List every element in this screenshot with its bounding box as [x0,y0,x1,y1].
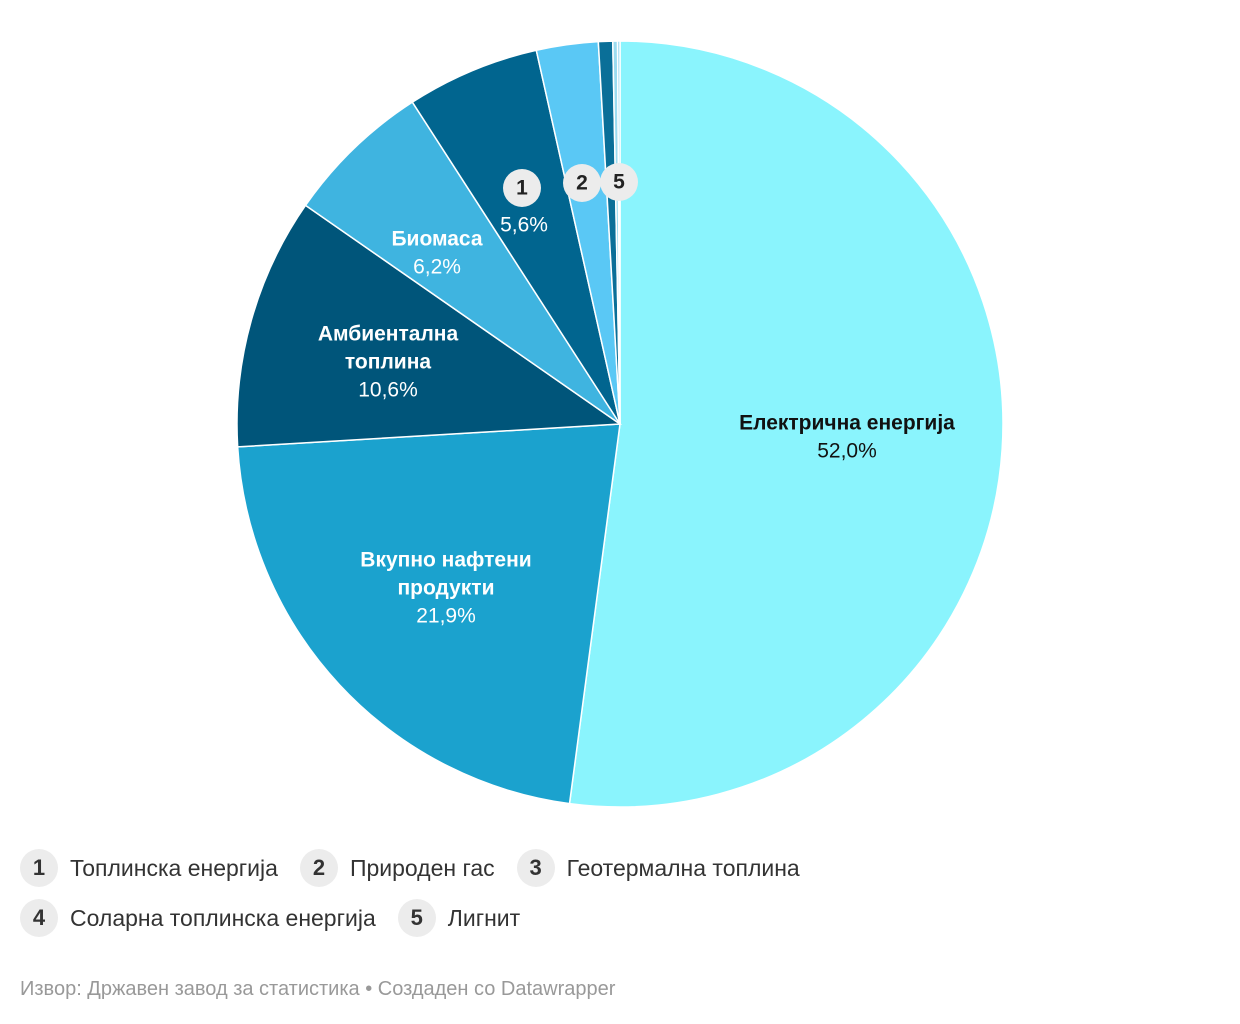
slice-value-label: 21,9% [416,605,476,628]
slice-label: Биомаса [391,228,482,251]
pie-slice [236,204,623,448]
slice-marker [600,163,638,201]
legend-marker-2: 2 [299,849,338,887]
legend-marker-3: 3 [516,849,555,887]
pie-slice [304,101,621,425]
pie-chart: Електрична енергија 52,0% Вкупно нафтени пр… [236,40,1004,808]
slice-marker [503,169,541,207]
pie-slice [236,423,621,805]
legend-marker-1: 1 [20,849,58,887]
slice-value-label: 10,6% [358,379,418,402]
legend-item-5: 5 Лигнит [397,899,521,937]
source-note: Извор: Државен завод за статистика • Соз… [20,978,616,1000]
legend-item-1: 1 Топлинска енергија [20,849,278,887]
slice-value-label: 52,0% [817,440,877,463]
legend-row: 4 Соларна топлинска енергија 5 Лигнит [20,898,1220,938]
legend-label-1: Топлинска енергија [70,854,278,881]
legend: 1 Топлинска енергија 2 Природен гас 3 Ге… [20,848,1220,948]
slice-label: Амбиентална [318,323,459,346]
slice-marker-number: 5 [613,171,625,194]
pie-slice [616,40,621,425]
slice-value-label: 5,6% [500,214,548,237]
legend-label-4: Соларна топлинска енергија [70,904,376,931]
legend-label-2: Природен гас [349,854,495,881]
slice-marker-number: 2 [576,172,588,195]
slice-value-label: 6,2% [413,256,461,279]
slice-label: продукти [397,577,494,600]
legend-label-3: Геотермална топлина [566,854,800,881]
legend-marker-5: 5 [397,899,436,937]
legend-item-3: 3 Геотермална топлина [516,849,800,887]
slice-label: Електрична енергија [739,412,955,435]
slice-label: Вкупно нафтени [360,549,531,572]
legend-marker-4: 4 [20,899,58,937]
legend-row: 1 Топлинска енергија 2 Природен гас 3 Ге… [20,848,1220,888]
pie-slice [568,40,1004,808]
slice-marker [563,164,601,202]
legend-item-4: 4 Соларна топлинска енергија [20,899,376,937]
slice-marker-number: 1 [516,177,528,200]
slice-label: топлина [345,351,431,374]
legend-item-2: 2 Природен гас [299,849,495,887]
legend-label-5: Лигнит [447,904,521,931]
pie-slice [411,49,621,425]
